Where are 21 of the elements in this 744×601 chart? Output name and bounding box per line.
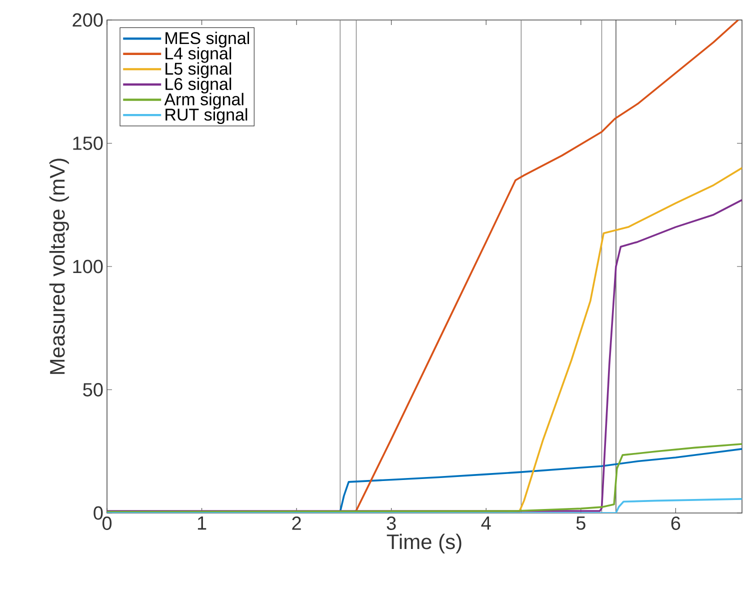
line-series — [107, 498, 742, 513]
y-axis-title: Measured voltage (mV) — [49, 158, 69, 374]
legend-label: L6 signal — [166, 78, 232, 94]
x-tick-label: 1 — [198, 516, 206, 530]
y-tick-label: 50 — [83, 383, 103, 396]
x-tick-label: 3 — [386, 516, 396, 530]
legend-label: Arm signal — [164, 92, 244, 109]
legend-label: L5 signal — [166, 62, 232, 78]
legend-label: RUT signal — [166, 108, 248, 124]
y-tick-label: 150 — [73, 136, 103, 150]
legend-label: L4 signal — [166, 46, 232, 63]
y-tick-label: 0 — [94, 506, 103, 520]
y-tick-label: 200 — [72, 13, 103, 27]
legend-label: MES signal — [166, 32, 250, 48]
x-tick-label: 0 — [102, 516, 112, 530]
y-tick-label: 100 — [73, 260, 103, 274]
x-tick-label: 4 — [481, 516, 491, 530]
x-tick-label: 6 — [671, 516, 680, 530]
x-tick-label: 5 — [576, 516, 586, 530]
x-axis-title: Time (s) — [386, 534, 462, 554]
x-tick-label: 2 — [292, 516, 301, 530]
